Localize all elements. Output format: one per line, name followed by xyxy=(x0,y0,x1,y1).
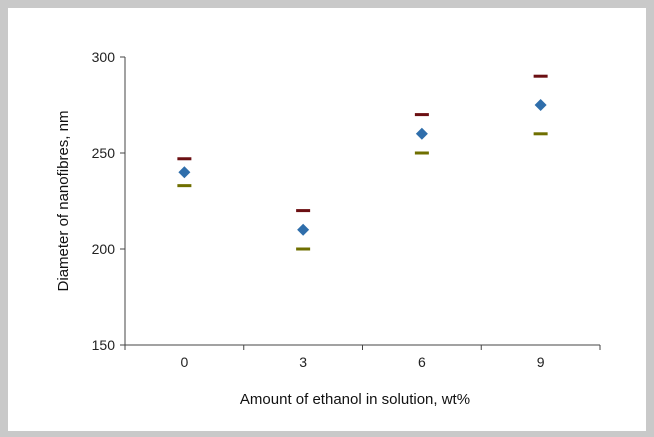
lower-marker xyxy=(533,132,548,136)
y-tick-label: 300 xyxy=(92,49,116,65)
y-axis-ticks: 150 200 250 300 xyxy=(92,49,125,353)
lower-marker xyxy=(177,184,192,188)
upper-marker xyxy=(177,157,192,161)
upper-marker xyxy=(533,74,548,78)
y-tick-label: 200 xyxy=(92,241,116,257)
mean-point xyxy=(297,223,310,236)
mean-point xyxy=(178,166,191,179)
chart-marks xyxy=(177,74,548,251)
x-tick-label: 9 xyxy=(537,354,545,370)
mean-point xyxy=(534,99,547,111)
lower-marker xyxy=(414,151,429,155)
upper-marker xyxy=(296,209,311,213)
y-axis-title: Diameter of nanofibres, nm xyxy=(55,111,72,292)
y-tick-label: 250 xyxy=(92,145,116,161)
x-axis-ticks: 0 3 6 9 xyxy=(124,345,601,370)
y-tick-label: 150 xyxy=(92,337,116,353)
upper-marker xyxy=(414,113,429,117)
x-axis-title: Amount of ethanol in solution, wt% xyxy=(240,391,470,408)
x-tick-label: 6 xyxy=(418,354,426,370)
x-tick-label: 0 xyxy=(180,354,188,370)
x-tick-label: 3 xyxy=(299,354,307,370)
lower-marker xyxy=(296,247,311,251)
mean-point xyxy=(415,127,428,140)
